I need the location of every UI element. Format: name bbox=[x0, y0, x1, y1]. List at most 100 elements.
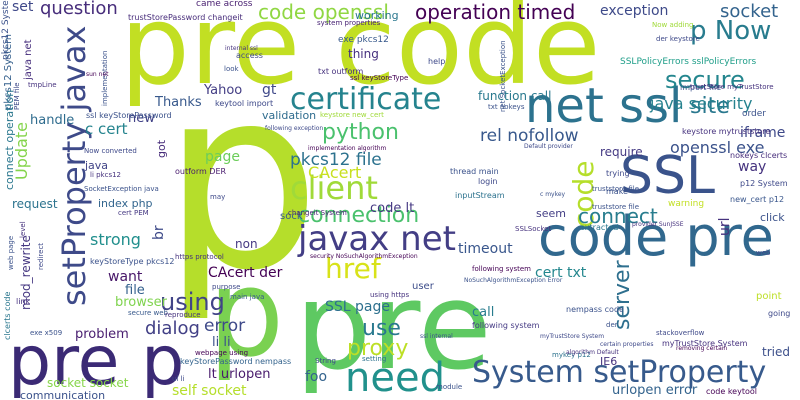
word-make: make bbox=[606, 187, 628, 196]
word-c-mykey: c mykey bbox=[540, 191, 566, 198]
word-keystore-mytruststore: keystore mytruststore bbox=[682, 127, 771, 136]
word-trying: trying bbox=[606, 169, 630, 178]
word-https-protocol: https protocol bbox=[175, 253, 224, 261]
word-li-li: li li bbox=[212, 335, 231, 350]
word-thing: thing bbox=[348, 47, 379, 61]
word-truststorepassword-changeit: trustStorePassword changeit bbox=[128, 13, 243, 22]
word-tmpline: tmpLine bbox=[28, 81, 57, 89]
word-system-properties: system properties bbox=[317, 19, 381, 27]
word-redirect: redirect bbox=[37, 242, 45, 270]
word-may: may bbox=[210, 193, 226, 201]
word-code-keytool: code keytool bbox=[706, 387, 757, 396]
word-communication: communication bbox=[20, 389, 106, 400]
word-require: require bbox=[600, 145, 643, 159]
word-want: want bbox=[108, 269, 143, 285]
word-implementation-algorithm: implementation algorithm bbox=[308, 145, 387, 152]
word-thread-main: thread main bbox=[450, 167, 499, 176]
word-li-pkcs12: li pkcs12 bbox=[90, 171, 122, 179]
word-module: module bbox=[436, 383, 463, 391]
word-tried: tried bbox=[762, 345, 790, 359]
word-p-now: p Now bbox=[690, 16, 772, 46]
word-keytool-import: keytool import bbox=[215, 99, 274, 108]
word-web: web bbox=[756, 249, 771, 257]
word-inputstream: inputStream bbox=[455, 191, 505, 200]
word-exe-x509: exe x509 bbox=[30, 329, 63, 337]
word-following-system: following system bbox=[472, 321, 540, 330]
word-question: question bbox=[40, 0, 118, 19]
word-help: help bbox=[428, 57, 446, 66]
word-net-socketexception: net SocketException bbox=[499, 40, 507, 112]
word-came-across: came across bbox=[196, 0, 253, 9]
word-sslpolicyerrors: SSLPolicyErrors sslPolicyErrors bbox=[620, 57, 757, 67]
word-certain-properties: certain properties bbox=[600, 341, 654, 348]
word-web-page: web page bbox=[7, 235, 15, 270]
word-txt-outform: txt outform bbox=[318, 67, 364, 76]
word-warning: warning bbox=[668, 199, 705, 209]
word-socket: socket bbox=[720, 1, 779, 22]
word-exception: exception bbox=[600, 3, 669, 19]
word-now-adding: Now adding bbox=[652, 21, 694, 29]
word-order: order bbox=[742, 109, 766, 119]
word-working: working bbox=[355, 9, 399, 22]
word-keystorepassword-nempass: keyStorePassword nempass bbox=[180, 357, 292, 366]
word-security-nosuchalgorithmexception: security NoSuchAlgorithmException bbox=[310, 253, 418, 260]
word-ssl: SSL bbox=[620, 146, 715, 206]
word-secure-web: secure web bbox=[128, 309, 168, 317]
word-use: use bbox=[362, 316, 401, 341]
word-look: look bbox=[224, 65, 239, 73]
word-gt: gt bbox=[262, 82, 277, 98]
word-way: way bbox=[738, 159, 767, 175]
word-truststore-file-2: truststore file bbox=[592, 185, 640, 193]
word-page: page bbox=[205, 149, 240, 165]
word-p-giant: p bbox=[162, 34, 321, 325]
word-java-security: java security bbox=[650, 94, 753, 113]
word-ssl-internal: ssl internal bbox=[420, 333, 453, 340]
word-code-lt: code lt bbox=[370, 201, 415, 216]
word-mykey-p12: mykey p12 bbox=[552, 351, 591, 359]
word-login: login bbox=[478, 177, 498, 186]
word-provider-sunjsse: provider SunJSSE bbox=[632, 221, 684, 228]
word-validation: validation bbox=[262, 109, 317, 122]
word-using: using bbox=[160, 288, 225, 316]
word-default-provider: Default provider bbox=[524, 143, 573, 150]
word-error: error bbox=[204, 316, 246, 336]
word-update: Update bbox=[12, 122, 31, 180]
word-seem: seem bbox=[536, 207, 566, 220]
word-c-cert: c cert bbox=[85, 120, 128, 138]
word-access: access bbox=[236, 51, 263, 60]
word-nempass-code: nempass code bbox=[566, 305, 624, 314]
word-pkcs12-system-2: pkcs12 System bbox=[1, 0, 11, 60]
word-proxy: proxy bbox=[347, 336, 409, 361]
word-ul-li: ul li bbox=[172, 375, 185, 383]
word-clcerts-code: clcerts code bbox=[3, 291, 12, 340]
word-problem: problem bbox=[75, 327, 129, 342]
word-mytruststore-system: myTrustStore System bbox=[662, 339, 748, 348]
word-webpage-using: webpage using bbox=[195, 349, 249, 357]
word-got: got bbox=[155, 139, 168, 158]
word-new-cert-p12: new_cert p12 bbox=[730, 195, 785, 204]
word-openssl-exe: openssl exe bbox=[670, 138, 765, 157]
word-ssl-keystorepassword: ssl keyStorePassword bbox=[86, 111, 172, 120]
word-sslsocket: SSLSocket bbox=[515, 225, 552, 233]
word-string: String bbox=[315, 357, 336, 365]
word-keystoretype-pkcs12: keyStoreType pkcs12 bbox=[90, 257, 175, 266]
word-pre: pre bbox=[295, 258, 492, 397]
word-point: point bbox=[756, 291, 782, 302]
word-pkcs12-file: pkcs12 file bbox=[290, 150, 382, 170]
word-strong: strong bbox=[90, 230, 141, 249]
word-connect: connect bbox=[578, 204, 658, 228]
word-socket-socket: socket socket bbox=[47, 376, 129, 390]
word-handle: handle bbox=[30, 113, 75, 128]
word-der-keystore: der keystore bbox=[656, 35, 700, 43]
word-following-exception: following exception bbox=[265, 125, 324, 132]
word-level: level bbox=[19, 221, 27, 238]
word-request: request bbox=[12, 197, 58, 211]
word-dialog: dialog bbox=[145, 318, 200, 339]
word-ie6: IE6 bbox=[600, 355, 618, 368]
word-system-setproperty: System setProperty bbox=[472, 355, 767, 390]
word-extracted: extracted bbox=[580, 223, 619, 232]
word-truststore-file: truststore file bbox=[592, 203, 640, 211]
word-non: non bbox=[235, 237, 258, 251]
word-java-net: java net bbox=[23, 39, 34, 80]
